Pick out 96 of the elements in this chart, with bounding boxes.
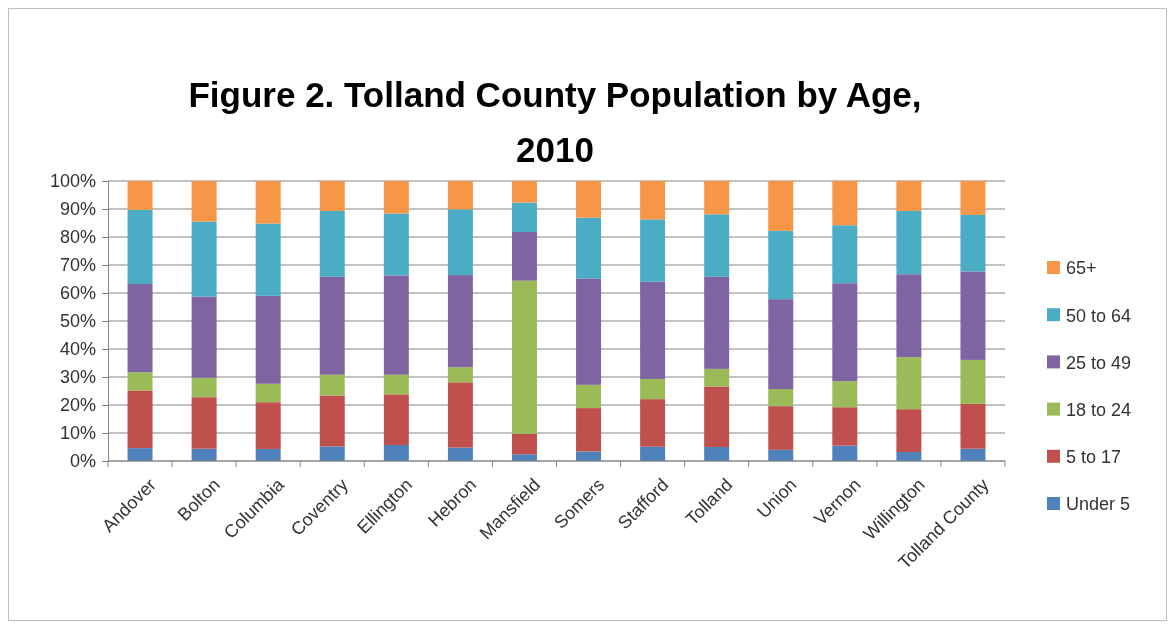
bar [191,221,217,297]
legend-label: 65+ [1066,258,1097,279]
bar [319,446,345,461]
bar [640,399,666,447]
y-tick-label: 60% [59,283,96,304]
bar [447,275,473,368]
bar [383,213,409,276]
bar [447,367,473,383]
bar [896,357,922,410]
bar [127,209,153,285]
bar [127,372,153,391]
legend-label: 25 to 49 [1066,352,1132,373]
bar [383,394,409,446]
bar [191,377,217,398]
bar [255,383,281,403]
legend-label: Under 5 [1066,494,1131,515]
bar [640,181,666,220]
bar [704,276,730,369]
y-tick-label: 0% [69,451,96,472]
bar [832,181,858,226]
bar [704,368,730,387]
bar [768,230,794,300]
bar [319,210,345,277]
chart-title: Figure 2. Tolland County Population by Age, 2010 [188,75,922,169]
bar [896,210,922,275]
bar [960,214,986,272]
bar [576,181,602,218]
bar [832,381,858,408]
y-tick-label: 20% [59,395,96,416]
bar [127,448,153,461]
bar [768,406,794,450]
bar [191,296,217,378]
y-tick-label: 10% [59,423,96,444]
bar [447,181,473,210]
bar [383,374,409,395]
y-tick-label: 90% [59,199,96,220]
bar [511,280,537,434]
bar [896,181,922,211]
bar [832,407,858,446]
legend-label: 18 to 24 [1066,399,1132,420]
bar [576,278,602,385]
y-tick-label: 50% [59,311,96,332]
bar [576,408,602,452]
bar [768,389,794,407]
bar [832,445,858,461]
y-tick-label: 100% [49,171,96,192]
bar [319,395,345,447]
bar [896,274,922,358]
bar [255,448,281,461]
bar [960,271,986,360]
bar [255,181,281,224]
bar [447,209,473,276]
bar [640,378,666,400]
bar [896,409,922,453]
bar [511,202,537,232]
bar [832,283,858,382]
bar [768,299,794,390]
bar [319,181,345,211]
bar [960,359,986,404]
bar [255,402,281,449]
bar [576,384,602,409]
bar [640,281,666,379]
y-tick-label: 70% [59,255,96,276]
bar [319,374,345,396]
bar [255,223,281,296]
bar [640,446,666,461]
bar [127,284,153,373]
bar [511,231,537,281]
bar [191,181,217,222]
bar [832,225,858,284]
bar [960,403,986,449]
bar [576,217,602,279]
bar [319,276,345,375]
bar [704,447,730,461]
bar [255,295,281,384]
y-tick-label: 40% [59,339,96,360]
bar [640,219,666,282]
legend-label: 5 to 17 [1066,447,1122,468]
bar [576,451,602,461]
bar [383,181,409,214]
legend-label: 50 to 64 [1066,305,1132,326]
bar [704,214,730,277]
bar [511,181,537,203]
bar [191,397,217,449]
bar [960,181,986,215]
bar [511,433,537,455]
bar [768,181,794,231]
bar [447,382,473,448]
bar [704,181,730,215]
bar [383,445,409,461]
bar [383,275,409,375]
y-tick-label: 80% [59,227,96,248]
y-tick-label: 30% [59,367,96,388]
bar [127,390,153,449]
bar [127,181,153,210]
bar [704,386,730,447]
